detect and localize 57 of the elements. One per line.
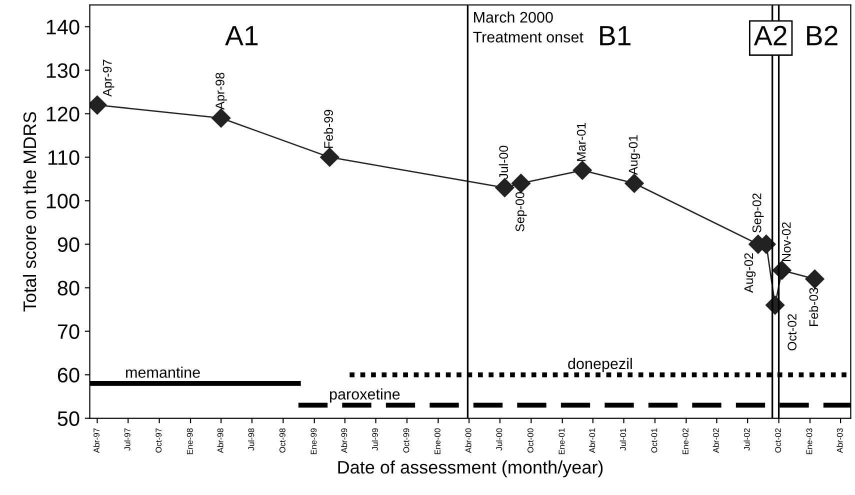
x-tick-label: Ene-02 [682,428,688,454]
x-tick-label: Ene-00 [434,428,440,454]
annotation: Apr-98 [216,72,227,110]
x-tick-label: Abr-01 [589,428,596,453]
x-tick-label: Abr-02 [712,428,719,453]
y-tick-label: 70 [58,324,80,340]
y-tick-label: 60 [58,368,80,383]
series-label: donepezil [568,358,632,372]
x-tick-label: Ene-03 [806,428,812,454]
x-tick-label: Abr-00 [465,428,472,453]
x-axis-title: Date of assessment (month/year) [338,460,603,478]
annotation: Sep-00 [515,192,527,232]
annotation: Jul-00 [498,146,508,180]
x-tick-label: Jul-02 [744,428,750,451]
x-tick-label: Ene-01 [558,428,565,454]
annotation: Oct-02 [788,314,796,350]
x-tick-label: Oct-00 [527,428,534,453]
y-axis-title: Total score on the MDRS [22,112,36,312]
annotation: B1 [600,26,630,46]
annotation: Nov-02 [782,222,791,261]
y-tick-label: 50 [58,411,80,426]
annotation: A2 [754,26,786,46]
y-tick-label: 140 [46,20,80,34]
ref-line-label: March 2000 Treatment onset [473,11,584,42]
annotation: Aug-01 [628,135,640,175]
y-tick-label: 100 [46,194,80,208]
x-tick-label: Jul-98 [248,428,254,451]
x-tick-label: Oct-01 [651,428,658,453]
x-tick-label: Oct-97 [156,428,162,453]
annotation: B2 [807,26,838,46]
legend-label: memantine [126,366,200,378]
x-tick-label: Ene-99 [310,428,317,454]
x-tick-label: Abr-03 [836,428,843,453]
x-tick-label: Ene-98 [186,428,193,454]
annotation: A1 [225,26,258,46]
y-tick-label: 120 [46,106,80,122]
x-tick-label: Oct-98 [279,428,286,453]
x-tick-label: Abr-97 [93,428,100,453]
x-tick-label: Jul-00 [496,428,502,451]
x-tick-label: Jul-99 [372,428,378,451]
y-tick-label: 130 [46,63,80,78]
annotation: Apr-97 [102,60,114,97]
series-label: paroxetine [330,388,400,403]
x-tick-label: Oct-02 [775,428,782,453]
x-tick-label: Jul-01 [620,428,626,451]
x-tick-label: Abr-98 [217,428,224,453]
annotation: Sep-02 [752,193,764,233]
x-tick-label: Abr-99 [341,428,348,453]
y-tick-label: 80 [58,280,80,296]
x-tick-label: Oct-99 [403,428,410,453]
annotation: Aug-02 [744,253,756,293]
x-tick-label: Jul-97 [124,428,130,451]
annotation: Feb-99 [324,110,333,148]
annotation: Feb-03 [808,288,818,326]
y-tick-label: 90 [58,237,80,252]
annotation: Mar-01 [576,122,586,161]
y-tick-label: 110 [48,150,80,165]
